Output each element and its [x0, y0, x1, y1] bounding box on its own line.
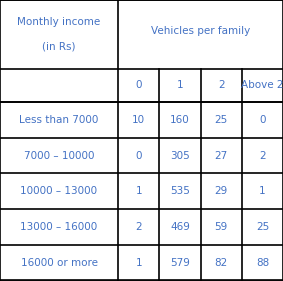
Text: Monthly income: Monthly income: [17, 17, 101, 27]
Text: 82: 82: [215, 258, 228, 268]
Text: 535: 535: [170, 186, 190, 196]
Text: 0: 0: [135, 80, 142, 90]
Text: 27: 27: [215, 151, 228, 160]
Text: 25: 25: [215, 115, 228, 125]
Text: 1: 1: [135, 186, 142, 196]
Text: 305: 305: [170, 151, 190, 160]
Text: 2: 2: [135, 222, 142, 232]
Text: 0: 0: [135, 151, 142, 160]
Text: 1: 1: [135, 258, 142, 268]
Text: 579: 579: [170, 258, 190, 268]
Text: 13000 – 16000: 13000 – 16000: [20, 222, 98, 232]
Text: 16000 or more: 16000 or more: [20, 258, 98, 268]
Text: 10000 – 13000: 10000 – 13000: [20, 186, 98, 196]
Text: Less than 7000: Less than 7000: [19, 115, 99, 125]
Text: 10: 10: [132, 115, 145, 125]
Text: 160: 160: [170, 115, 190, 125]
Text: 2: 2: [218, 80, 224, 90]
Text: 469: 469: [170, 222, 190, 232]
Text: 29: 29: [215, 186, 228, 196]
Text: Vehicles per family: Vehicles per family: [151, 26, 250, 36]
Text: 0: 0: [259, 115, 266, 125]
Text: 59: 59: [215, 222, 228, 232]
Text: Above 2: Above 2: [241, 80, 283, 90]
Text: 1: 1: [259, 186, 266, 196]
Text: 1: 1: [177, 80, 183, 90]
Text: 88: 88: [256, 258, 269, 268]
Text: 25: 25: [256, 222, 269, 232]
Text: 2: 2: [259, 151, 266, 160]
Text: (in Rs): (in Rs): [42, 42, 76, 52]
Text: 7000 – 10000: 7000 – 10000: [24, 151, 94, 160]
